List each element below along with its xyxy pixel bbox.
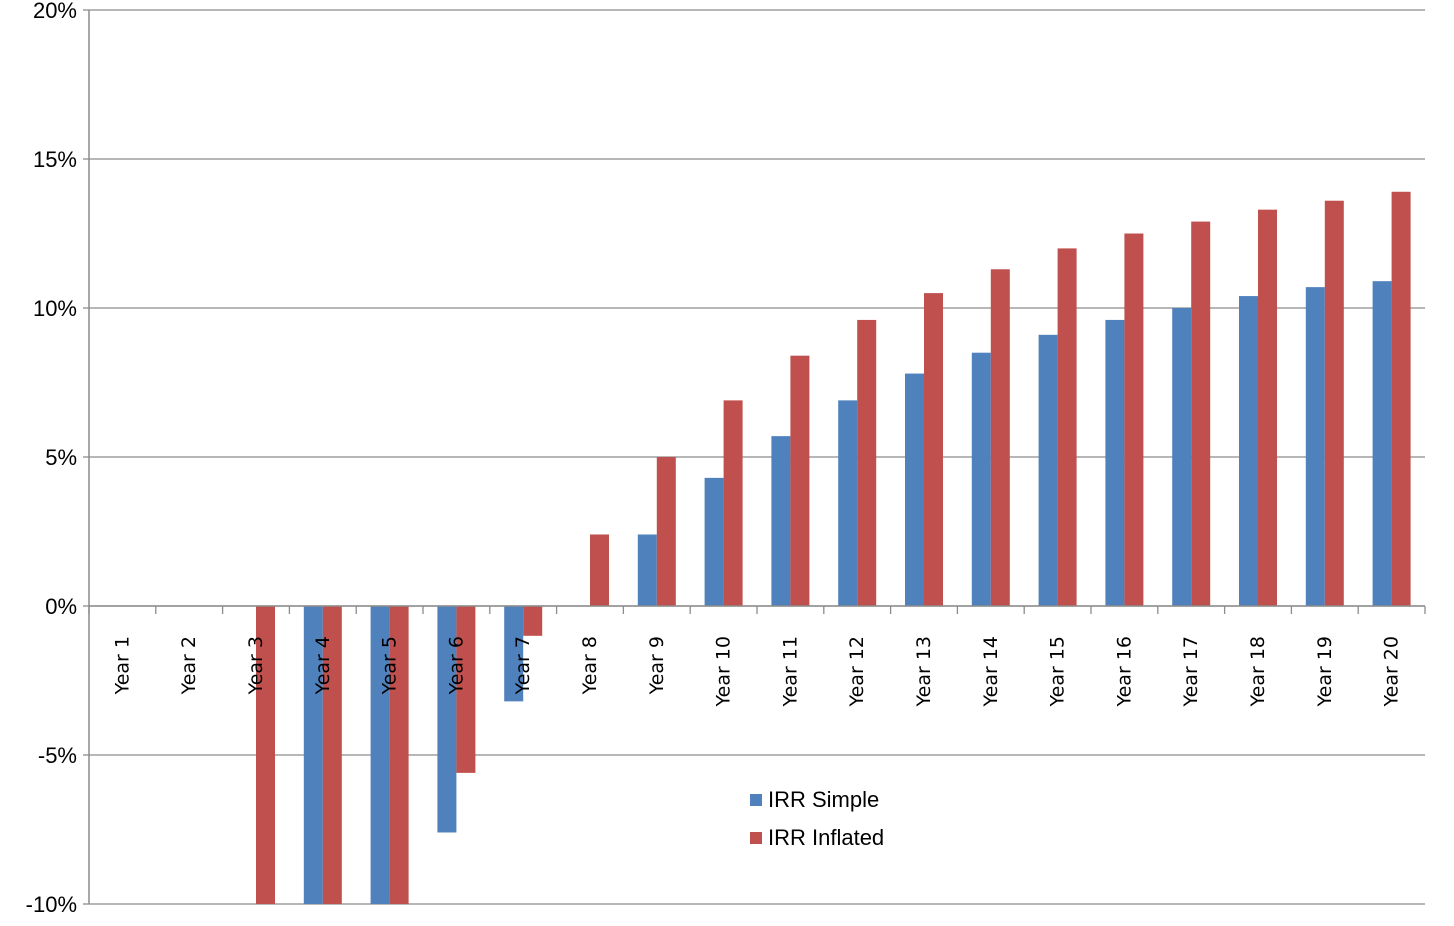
bar-irr-inflated <box>456 606 476 773</box>
bars <box>256 191 1411 904</box>
bar-irr-inflated <box>723 400 743 606</box>
bar-irr-inflated <box>322 606 342 904</box>
legend-label: IRR Simple <box>768 787 879 812</box>
bar-irr-simple <box>1105 319 1125 606</box>
x-tick-label: Year 8 <box>579 636 601 695</box>
x-tick-label: Year 15 <box>1047 636 1069 707</box>
x-tick-label: Year 14 <box>980 636 1002 707</box>
bar-irr-simple <box>1172 308 1192 606</box>
bar-irr-simple <box>370 606 390 904</box>
x-tick-label: Year 11 <box>779 636 801 707</box>
x-tick-label: Year 2 <box>178 636 200 695</box>
legend: IRR Simple IRR Inflated <box>750 787 884 850</box>
bar-irr-simple <box>971 352 991 606</box>
bar-irr-inflated <box>256 606 275 904</box>
y-tick-label: 15% <box>33 147 77 172</box>
y-tick-label: -5% <box>38 743 77 768</box>
bar-irr-inflated <box>590 534 609 606</box>
y-tick-labels: -10% -5% 0% 5% 10% 15% 20% <box>26 0 77 917</box>
x-tick-label: Year 10 <box>713 636 735 707</box>
bar-irr-inflated <box>1391 191 1411 606</box>
bar-irr-simple <box>1239 296 1258 606</box>
bar-irr-simple <box>1038 334 1058 606</box>
x-tick-label: Year 18 <box>1247 636 1269 707</box>
bar-irr-inflated <box>857 319 877 606</box>
bar-irr-inflated <box>924 293 943 606</box>
x-tick-label: Year 20 <box>1381 636 1403 707</box>
bar-irr-inflated <box>1324 200 1344 606</box>
x-tick-label: Year 5 <box>379 636 401 695</box>
legend-swatch <box>750 832 762 844</box>
gridlines <box>89 9 1425 905</box>
bar-irr-inflated <box>790 355 810 606</box>
bar-irr-simple <box>1372 281 1392 606</box>
y-tick-label: 10% <box>33 296 77 321</box>
x-tick-label: Year 6 <box>445 636 467 695</box>
bar-irr-simple <box>704 477 724 606</box>
bar-irr-simple <box>771 436 791 606</box>
y-tick-label: 5% <box>45 445 77 470</box>
x-tick-label: Year 4 <box>312 636 334 695</box>
axes <box>83 9 1426 905</box>
bar-irr-inflated <box>389 606 409 904</box>
legend-swatch <box>750 794 762 806</box>
bar-irr-simple <box>303 606 323 904</box>
y-tick-label: 20% <box>33 0 77 23</box>
legend-label: IRR Inflated <box>768 825 884 850</box>
bar-irr-simple <box>504 606 524 702</box>
bar-irr-inflated <box>1124 233 1144 606</box>
bar-irr-inflated <box>656 457 676 606</box>
bar-irr-simple <box>838 400 858 606</box>
bar-irr-inflated <box>523 606 543 636</box>
bar-irr-inflated <box>1191 221 1211 606</box>
y-tick-label: -10% <box>26 892 77 917</box>
bar-irr-inflated <box>1258 209 1277 606</box>
y-tick-label: 0% <box>45 594 77 619</box>
x-tick-label: Year 13 <box>913 636 935 707</box>
x-tick-label: Year 19 <box>1314 636 1336 707</box>
bar-irr-inflated <box>1057 248 1077 606</box>
bar-irr-simple <box>437 606 457 833</box>
bar-irr-simple <box>905 373 924 606</box>
x-tick-label: Year 9 <box>646 636 668 695</box>
x-tick-label: Year 1 <box>111 636 133 695</box>
x-tick-label: Year 3 <box>245 636 267 695</box>
x-tick-label: Year 12 <box>846 636 868 707</box>
x-tick-label: Year 17 <box>1180 636 1202 707</box>
x-tick-label: Year 7 <box>512 636 534 695</box>
x-tick-label: Year 16 <box>1113 636 1135 707</box>
x-tick-labels: Year 1 Year 2 Year 3 Year 4 Year 5 Year 6 Year… <box>111 636 1402 707</box>
bar-irr-simple <box>637 534 657 606</box>
bar-irr-inflated <box>990 269 1010 606</box>
bar-irr-simple <box>1305 287 1325 606</box>
